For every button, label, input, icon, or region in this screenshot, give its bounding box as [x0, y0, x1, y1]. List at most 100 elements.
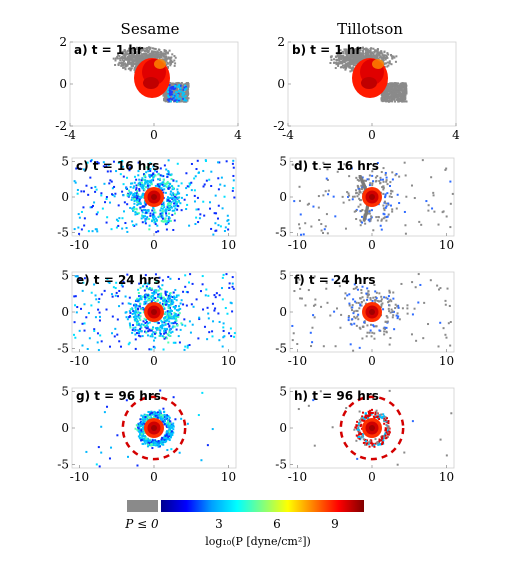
particle — [100, 192, 103, 195]
particle — [142, 320, 145, 323]
particle — [154, 289, 157, 292]
particle — [359, 219, 362, 222]
particle — [213, 309, 216, 312]
particle — [186, 89, 189, 92]
particle — [390, 95, 393, 98]
particle — [368, 218, 371, 221]
particle — [158, 53, 161, 56]
particle — [222, 329, 225, 332]
particle — [366, 296, 369, 299]
particle — [142, 208, 145, 211]
particle — [417, 273, 420, 276]
particle — [134, 196, 137, 199]
particle — [197, 221, 200, 224]
particle — [73, 228, 76, 231]
particle — [402, 82, 405, 85]
particle — [327, 189, 330, 192]
particle — [369, 53, 372, 56]
particle — [188, 281, 191, 284]
particle — [384, 196, 387, 199]
particle — [385, 91, 388, 94]
particle — [112, 160, 115, 163]
particle — [164, 217, 167, 220]
particle — [85, 316, 88, 319]
particle — [203, 183, 206, 186]
particle — [330, 55, 333, 58]
particle — [118, 57, 121, 60]
particle — [355, 301, 358, 304]
particle — [214, 307, 217, 310]
particle — [397, 97, 400, 100]
particle — [188, 320, 191, 323]
particle — [339, 57, 342, 60]
particle — [142, 216, 145, 219]
particle — [142, 194, 145, 197]
particle — [320, 223, 323, 226]
particle — [167, 221, 170, 224]
particle — [187, 85, 190, 88]
particle — [335, 58, 338, 61]
particle — [166, 66, 169, 69]
particle — [152, 326, 155, 329]
particle — [135, 66, 138, 69]
particle — [163, 318, 166, 321]
particle — [403, 89, 406, 92]
particle — [228, 332, 231, 335]
particle — [138, 181, 141, 184]
particle — [371, 299, 374, 302]
particle — [150, 50, 153, 53]
particle — [137, 161, 140, 164]
particle — [141, 177, 144, 180]
particle — [148, 181, 151, 184]
particle — [186, 185, 189, 188]
particle — [142, 173, 145, 176]
particle — [172, 325, 175, 328]
particle — [150, 300, 153, 303]
particle — [141, 214, 144, 217]
particle — [145, 218, 148, 221]
particle — [233, 335, 236, 338]
particle — [139, 303, 142, 306]
particle — [144, 176, 147, 179]
particle — [140, 55, 143, 58]
particle — [388, 304, 391, 307]
particle — [172, 315, 175, 318]
particle — [214, 222, 217, 225]
particle — [304, 304, 307, 307]
particle — [154, 273, 157, 276]
particle — [167, 294, 170, 297]
particle — [384, 99, 387, 102]
particle — [138, 331, 141, 334]
particle — [159, 293, 162, 296]
particle — [73, 321, 76, 324]
particle — [162, 336, 165, 339]
particle — [116, 333, 119, 336]
particle — [383, 201, 386, 204]
particle — [394, 83, 397, 86]
y-tick-label: 2 — [59, 35, 67, 49]
particle — [118, 217, 121, 220]
particle — [386, 65, 389, 68]
particle — [95, 228, 98, 231]
particle — [139, 296, 142, 299]
particle — [139, 319, 142, 322]
particle — [167, 62, 170, 65]
particle — [171, 185, 174, 188]
particle — [143, 303, 146, 306]
particle — [129, 47, 132, 50]
particle — [389, 82, 392, 85]
particle — [403, 161, 406, 164]
particle — [121, 50, 124, 53]
particle — [354, 57, 357, 60]
particle — [178, 100, 181, 103]
particle — [347, 316, 350, 319]
particle — [376, 175, 379, 178]
particle — [135, 187, 138, 190]
particle — [179, 90, 182, 93]
particle — [174, 321, 177, 324]
particle — [404, 232, 407, 235]
particle — [137, 199, 140, 202]
particle — [298, 227, 301, 230]
particle — [154, 327, 157, 330]
particle — [140, 196, 143, 199]
